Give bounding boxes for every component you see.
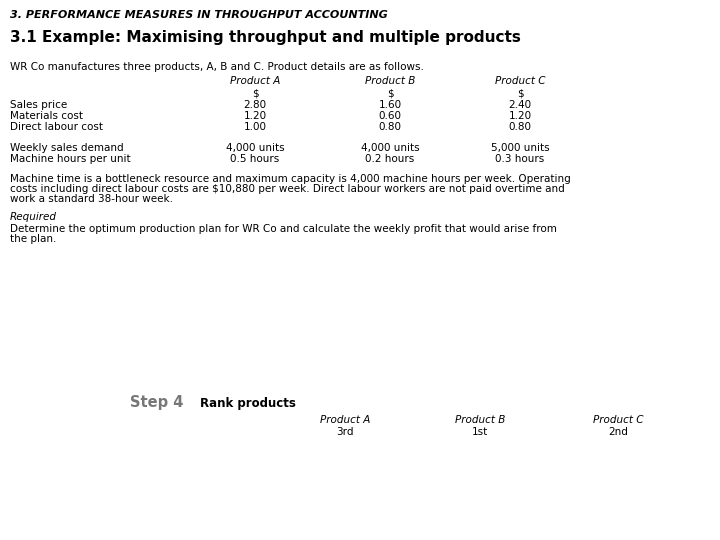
Text: 1.60: 1.60 (379, 100, 402, 110)
Text: 1st: 1st (472, 427, 488, 437)
Text: costs including direct labour costs are $10,880 per week. Direct labour workers : costs including direct labour costs are … (10, 184, 564, 194)
Text: Direct labour cost: Direct labour cost (10, 122, 103, 132)
Text: Weekly sales demand: Weekly sales demand (10, 143, 124, 153)
Text: Sales price: Sales price (10, 100, 67, 110)
Text: 1.20: 1.20 (243, 111, 266, 121)
Text: 3rd: 3rd (336, 427, 354, 437)
Text: Determine the optimum production plan for WR Co and calculate the weekly profit : Determine the optimum production plan fo… (10, 224, 557, 234)
Text: the plan.: the plan. (10, 234, 56, 244)
Text: 0.80: 0.80 (508, 122, 531, 132)
Text: Product A: Product A (230, 76, 280, 86)
Text: $: $ (517, 88, 523, 98)
Text: 0.5 hours: 0.5 hours (230, 154, 279, 164)
Text: 4,000 units: 4,000 units (361, 143, 419, 153)
Text: $: $ (387, 88, 393, 98)
Text: 0.3 hours: 0.3 hours (495, 154, 544, 164)
Text: Product A: Product A (320, 415, 370, 425)
Text: Product B: Product B (365, 76, 415, 86)
Text: Materials cost: Materials cost (10, 111, 83, 121)
Text: 0.2 hours: 0.2 hours (365, 154, 415, 164)
Text: Product C: Product C (495, 76, 545, 86)
Text: Product B: Product B (455, 415, 505, 425)
Text: Machine hours per unit: Machine hours per unit (10, 154, 130, 164)
Text: Rank products: Rank products (200, 397, 296, 410)
Text: 3. PERFORMANCE MEASURES IN THROUGHPUT ACCOUNTING: 3. PERFORMANCE MEASURES IN THROUGHPUT AC… (10, 10, 388, 20)
Text: WR Co manufactures three products, A, B and C. Product details are as follows.: WR Co manufactures three products, A, B … (10, 62, 424, 72)
Text: Step 4: Step 4 (130, 395, 184, 410)
Text: 1.00: 1.00 (243, 122, 266, 132)
Text: Required: Required (10, 212, 57, 222)
Text: $: $ (252, 88, 258, 98)
Text: work a standard 38-hour week.: work a standard 38-hour week. (10, 194, 173, 204)
Text: 2nd: 2nd (608, 427, 628, 437)
Text: 3.1 Example: Maximising throughput and multiple products: 3.1 Example: Maximising throughput and m… (10, 30, 521, 45)
Text: 2.80: 2.80 (243, 100, 266, 110)
Text: Machine time is a bottleneck resource and maximum capacity is 4,000 machine hour: Machine time is a bottleneck resource an… (10, 174, 571, 184)
Text: 2.40: 2.40 (508, 100, 531, 110)
Text: 1.20: 1.20 (508, 111, 531, 121)
Text: 4,000 units: 4,000 units (225, 143, 284, 153)
Text: 5,000 units: 5,000 units (491, 143, 549, 153)
Text: 0.60: 0.60 (379, 111, 402, 121)
Text: Product C: Product C (593, 415, 643, 425)
Text: 0.80: 0.80 (379, 122, 402, 132)
